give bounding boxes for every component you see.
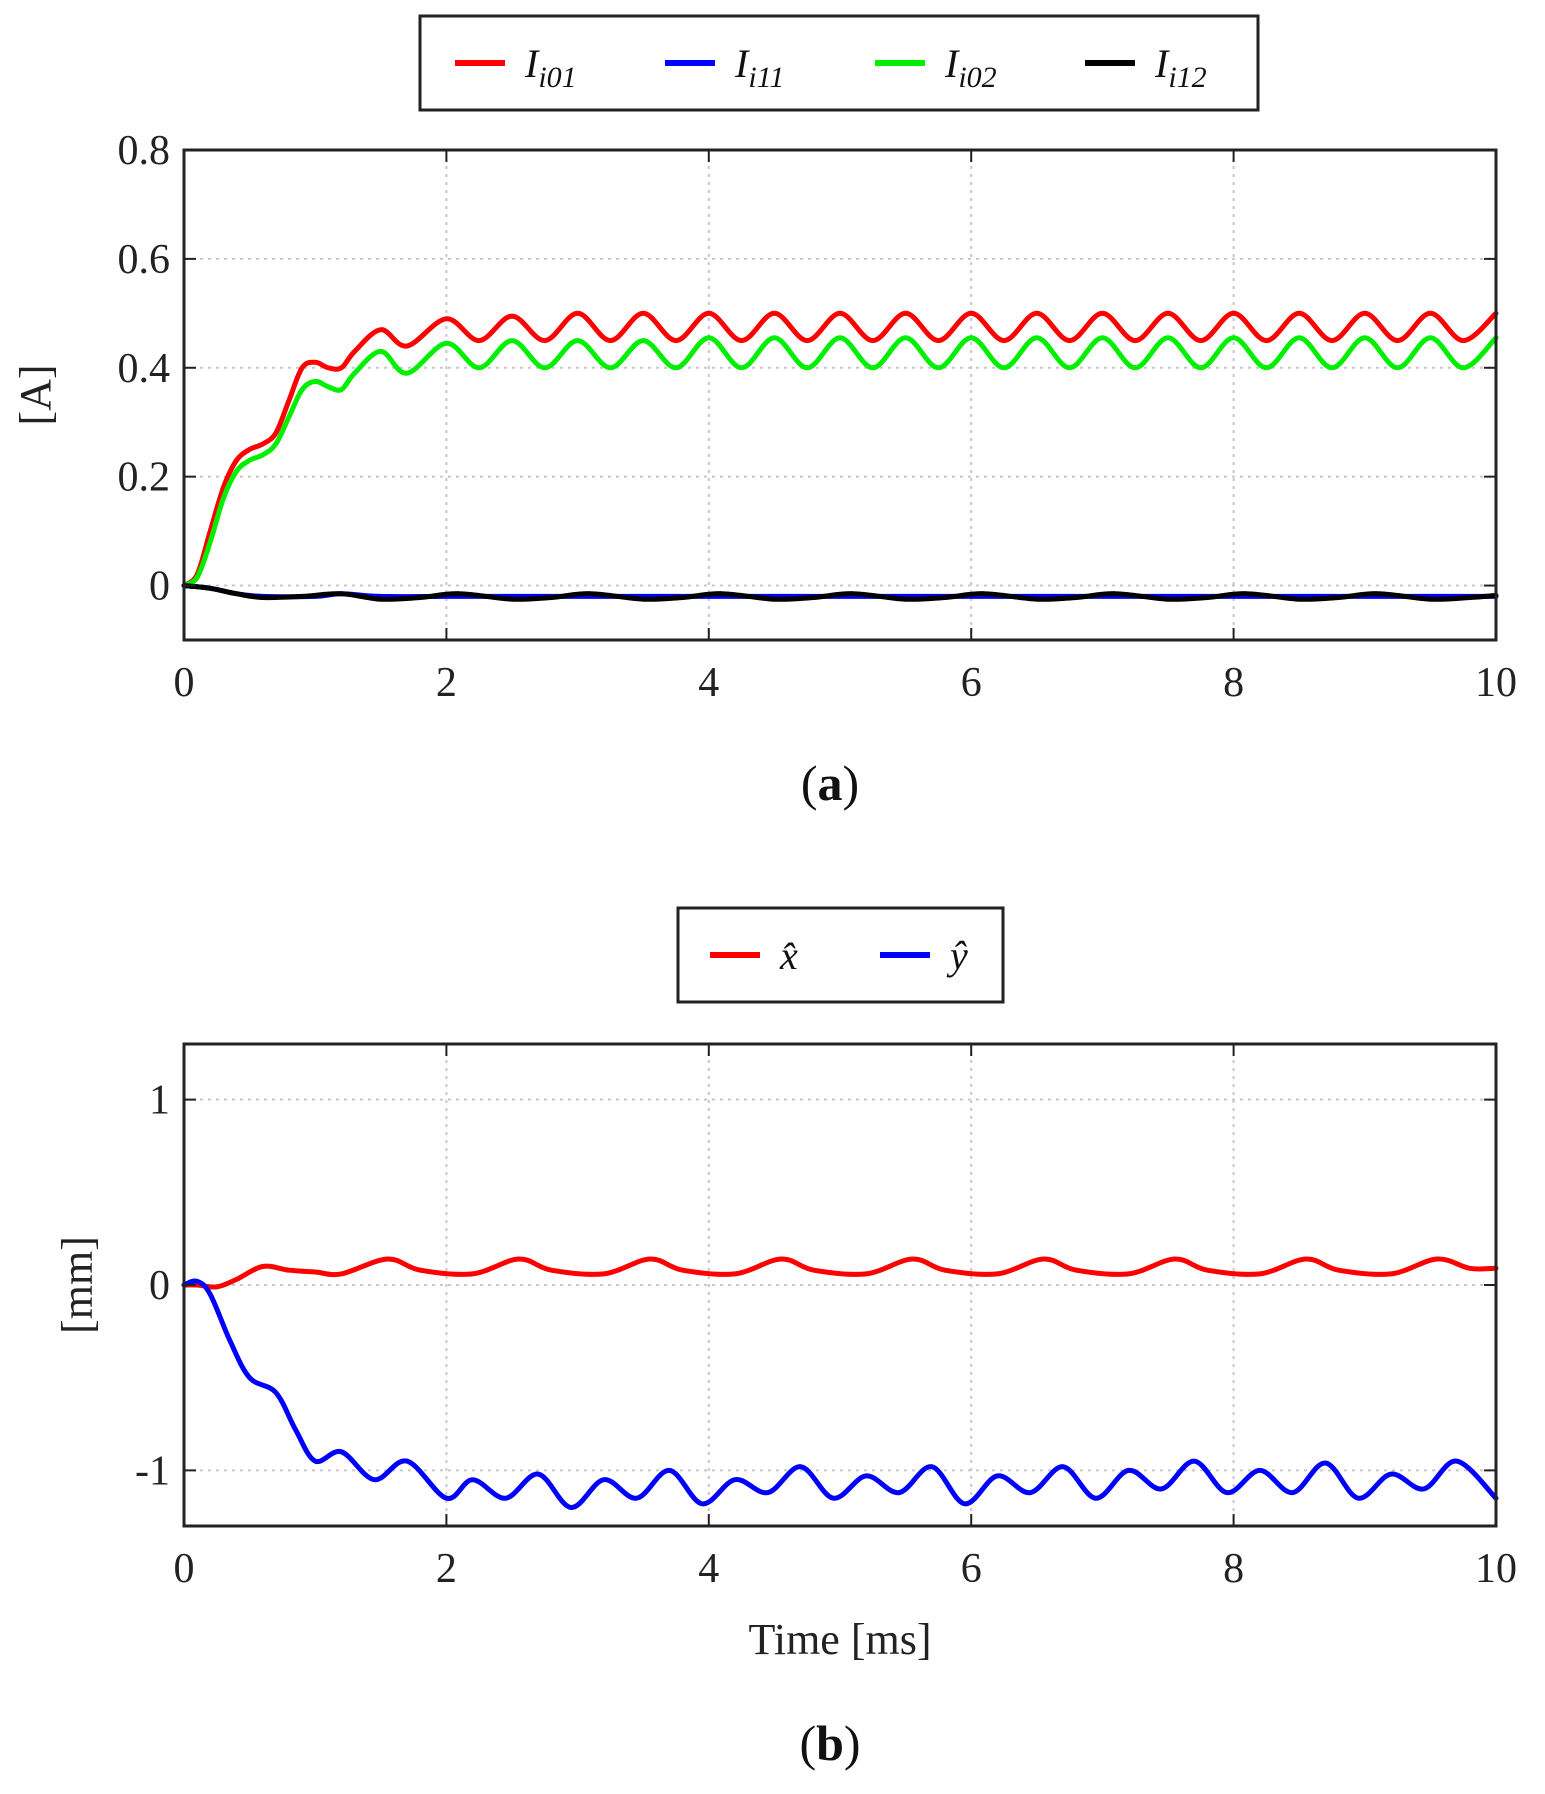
lines-a xyxy=(181,310,1499,602)
y-tick-label: 0.4 xyxy=(118,346,171,392)
legend-label-name: I xyxy=(734,41,750,86)
y-tick-label: 0.8 xyxy=(118,128,171,174)
legend-a: Ii01 Ii11 Ii02 Ii12 xyxy=(455,41,1207,94)
legend-label: ŷ xyxy=(946,933,968,978)
legend-label: Ii11 xyxy=(734,41,784,94)
x-tick-label: 0 xyxy=(174,1546,195,1592)
plot-frame-a xyxy=(182,148,1498,642)
legend-label-name: I xyxy=(524,41,540,86)
y-tick-label: 0 xyxy=(149,1263,170,1309)
grid-b xyxy=(184,1044,1496,1526)
grid-a xyxy=(184,150,1496,640)
x-tick-label: 8 xyxy=(1223,1546,1244,1592)
x-tick-label: 10 xyxy=(1475,1546,1517,1592)
xlabel-b: Time [ms] xyxy=(749,1615,932,1664)
caption-a: (a) xyxy=(801,755,859,811)
legend-b: x̂ ŷ xyxy=(710,933,968,978)
y-tick-label: 0 xyxy=(149,564,170,610)
y-tick-label: 0.6 xyxy=(118,237,171,283)
series-line-s0 xyxy=(181,1256,1499,1290)
lines-b xyxy=(181,1256,1499,1510)
y-tick-label: -1 xyxy=(135,1448,170,1494)
legend-label-subscript: i02 xyxy=(958,61,996,94)
x-tick-label: 0 xyxy=(174,660,195,706)
x-tick-label: 6 xyxy=(961,1546,982,1592)
x-tick-label: 4 xyxy=(698,660,719,706)
x-tick-label: 8 xyxy=(1223,660,1244,706)
legend-label-subscript: i11 xyxy=(748,61,784,94)
legend-label-name: I xyxy=(944,41,960,86)
x-tick-label: 4 xyxy=(698,1546,719,1592)
ticks-b: 0 2 4 6 8 10 -1 0 1 xyxy=(135,1044,1517,1592)
y-tick-label: 0.2 xyxy=(118,455,171,501)
ylabel-b: [mm] xyxy=(53,1236,102,1334)
series-line-i12 xyxy=(181,583,1499,602)
y-tick-label: 1 xyxy=(149,1078,170,1124)
legend-label-subscript: i01 xyxy=(538,61,576,94)
legend-label-name: ŷ xyxy=(946,933,968,978)
legend-label-name: I xyxy=(1154,41,1170,86)
legend-label: Ii01 xyxy=(524,41,577,94)
x-tick-label: 2 xyxy=(436,660,457,706)
panel-b: x̂ ŷ 0 2 4 6 8 10 -1 0 1 [mm] Time [ms] (b) xyxy=(53,906,1517,1771)
series-line-i01 xyxy=(181,310,1499,589)
legend-label: x̂ xyxy=(779,933,798,978)
legend-label: Ii12 xyxy=(1154,41,1207,94)
legend-label-subscript: i12 xyxy=(1168,61,1206,94)
series-line-s1 xyxy=(181,1278,1499,1510)
series-line-i02 xyxy=(181,335,1499,589)
x-tick-label: 6 xyxy=(961,660,982,706)
legend-label-name: x̂ xyxy=(779,933,798,978)
caption-b-letter: b xyxy=(816,1715,844,1771)
ylabel-a: [A] xyxy=(11,364,60,425)
caption-b: (b) xyxy=(799,1715,860,1771)
ticks-a: 0 2 4 6 8 10 0 0.2 0.4 0.6 0.8 xyxy=(118,128,1518,706)
caption-a-letter: a xyxy=(818,755,843,811)
x-tick-label: 2 xyxy=(436,1546,457,1592)
x-tick-label: 10 xyxy=(1475,660,1517,706)
legend-label: Ii02 xyxy=(944,41,997,94)
